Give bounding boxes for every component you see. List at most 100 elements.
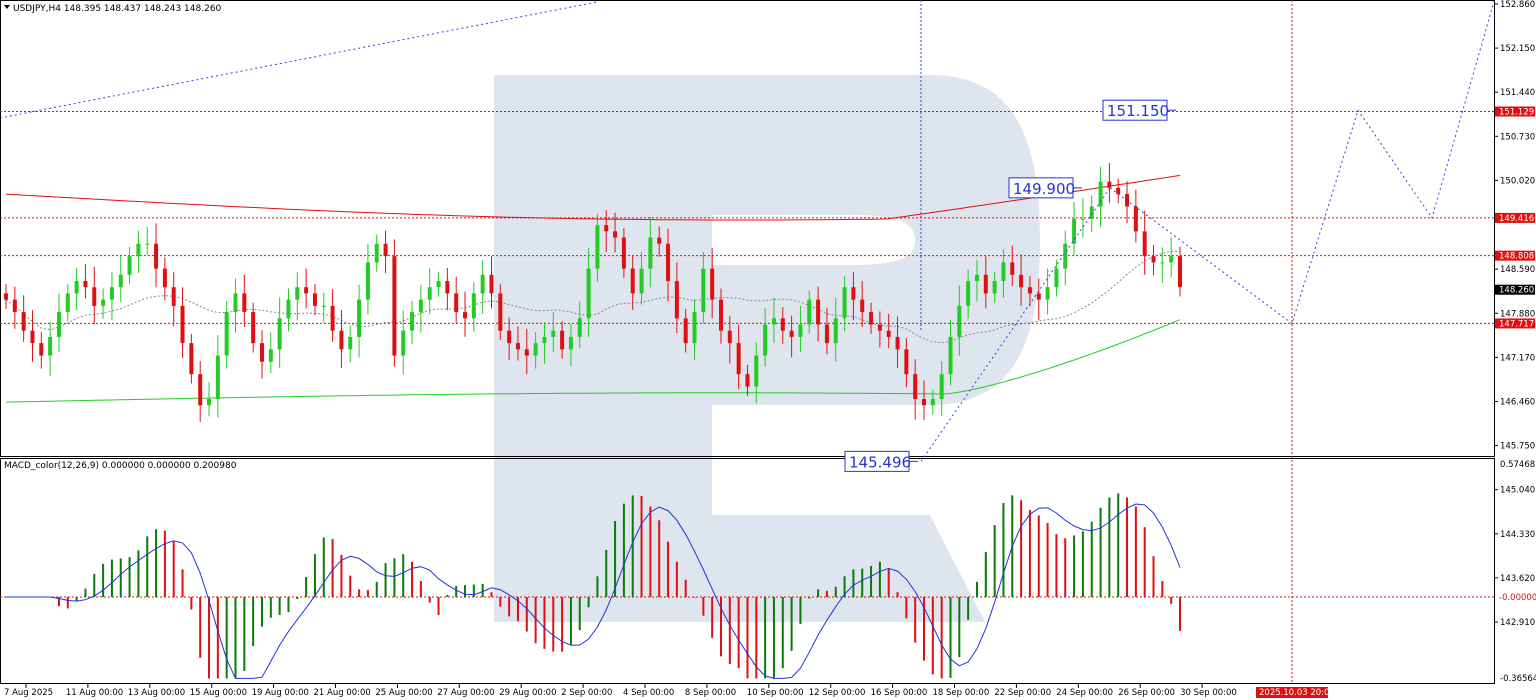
macd-bar: [587, 597, 590, 608]
candle-bull: [480, 274, 485, 294]
macd-bar: [234, 597, 237, 679]
y-tick-label: 147.880: [1500, 309, 1535, 319]
dropdown-triangle-icon[interactable]: [4, 5, 10, 9]
candle-bear: [4, 293, 8, 300]
candle-bull: [56, 312, 61, 337]
macd-bar: [658, 520, 661, 597]
macd-bar: [631, 495, 634, 597]
candle-bear: [507, 330, 512, 344]
candle-bear: [1107, 181, 1112, 188]
macd-bar: [366, 590, 369, 597]
candle-bull: [1089, 206, 1094, 219]
macd-bar: [322, 537, 325, 597]
macd-bar: [949, 597, 952, 678]
candle-bull: [277, 318, 282, 350]
y-tick-label: 142.910: [1500, 618, 1535, 628]
candle-bull: [471, 293, 476, 319]
macd-bar: [1108, 497, 1111, 597]
macd-bar: [260, 597, 263, 627]
x-tick-label: 15 Aug 00:00: [190, 688, 247, 698]
candle-bull: [992, 281, 997, 294]
macd-bar: [119, 558, 122, 597]
candle-bull: [286, 299, 291, 319]
candle-bear: [489, 274, 494, 294]
candle-bear: [524, 349, 529, 356]
candle-bull: [957, 305, 962, 337]
y-tick-label: 152.150: [1500, 44, 1535, 54]
y-tick-label: 150.020: [1500, 176, 1535, 186]
macd-bar: [799, 597, 802, 624]
price-annotations: 151.150 149.900 145.496: [844, 99, 1176, 472]
candle-bull: [1169, 256, 1174, 263]
candle-bull: [595, 225, 600, 269]
chart-title: USDJPY,H4 148.395 148.437 148.243 148.26…: [13, 4, 222, 14]
candle-bear: [304, 287, 309, 294]
candle-bear: [674, 281, 679, 319]
macd-bar: [1161, 581, 1164, 597]
x-tick-label: 18 Sep 00:00: [933, 688, 990, 698]
macd-histogram: [6, 493, 1181, 679]
macd-bar: [1126, 497, 1129, 597]
candle-bear: [162, 268, 167, 288]
candle-bull: [701, 268, 706, 313]
macd-bar: [887, 568, 890, 597]
macd-bar: [534, 597, 537, 644]
macd-bar: [940, 597, 943, 679]
candle-bull: [136, 243, 141, 257]
macd-bar: [163, 530, 166, 597]
candle-bear: [83, 281, 88, 288]
macd-bar: [817, 589, 820, 597]
level-price-tag: [1495, 212, 1535, 223]
candle-bull: [1045, 287, 1050, 300]
macd-bar: [1046, 523, 1049, 597]
macd-bar: [393, 558, 396, 597]
level-price-label: 151.129: [1499, 108, 1534, 118]
macd-bar: [437, 597, 440, 615]
candle-bear: [92, 287, 97, 306]
candle-bear: [745, 374, 750, 387]
macd-bar: [446, 594, 449, 597]
candle-bear: [860, 299, 865, 313]
macd-bar: [402, 554, 405, 597]
macd-bar: [331, 538, 334, 597]
candle-bear: [330, 305, 335, 331]
macd-bar: [772, 597, 775, 679]
macd-bar: [684, 579, 687, 597]
candle-bear: [1036, 293, 1041, 300]
macd-bar: [1002, 502, 1005, 597]
x-tick-label: 27 Aug 00:00: [437, 688, 494, 698]
macd-bar: [525, 597, 528, 632]
macd-bar: [225, 597, 228, 679]
candle-bull: [1063, 243, 1068, 269]
macd-bar: [975, 581, 978, 597]
candle-bull: [966, 281, 971, 306]
macd-bar: [1037, 515, 1040, 597]
candle-bear: [886, 330, 891, 337]
candle-bear: [251, 312, 256, 344]
macd-bar: [825, 590, 828, 597]
candle-bull: [427, 287, 432, 300]
y-tick-label: 151.440: [1500, 88, 1535, 98]
macd-bar: [1134, 506, 1137, 597]
macd-bar: [781, 597, 784, 669]
macd-bar: [755, 597, 758, 679]
future-date-tag: [1256, 687, 1328, 698]
candle-bull: [348, 336, 353, 350]
candle-bull: [215, 355, 220, 400]
candle-bear: [1133, 206, 1138, 232]
macd-bar: [605, 549, 608, 597]
time-axis: 7 Aug 2025 11 Aug 00:00 13 Aug 00:00 15 Aug…: [4, 684, 1335, 698]
candle-bull: [410, 312, 415, 331]
candle-bull: [1098, 181, 1103, 207]
current-price-tag: [1495, 284, 1535, 295]
candle-bear: [913, 374, 918, 400]
macd-bar: [1152, 556, 1155, 597]
macd-bar: [711, 597, 714, 638]
y-tick-label: 147.170: [1500, 353, 1535, 363]
candle-bear: [666, 243, 671, 282]
candle-bear: [869, 312, 874, 325]
macd-bar: [737, 597, 740, 669]
macd-bar: [66, 597, 69, 609]
macd-bar: [728, 597, 731, 665]
